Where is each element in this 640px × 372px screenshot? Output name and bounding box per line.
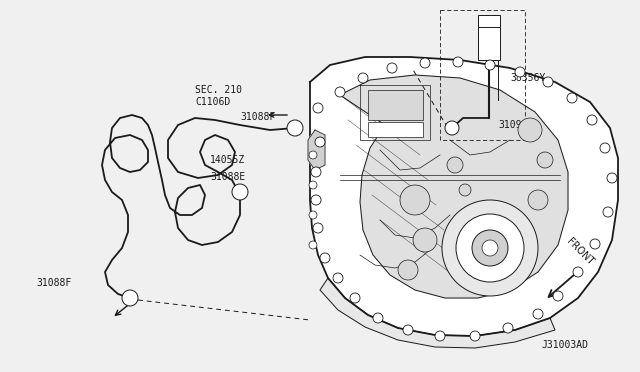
Circle shape <box>459 184 471 196</box>
Circle shape <box>482 240 498 256</box>
Text: 31088F: 31088F <box>240 112 275 122</box>
Circle shape <box>456 214 524 282</box>
Text: 31088E: 31088E <box>210 172 245 182</box>
Circle shape <box>311 167 321 177</box>
Circle shape <box>485 60 495 70</box>
Circle shape <box>435 331 445 341</box>
Circle shape <box>567 93 577 103</box>
Polygon shape <box>308 130 325 170</box>
Circle shape <box>503 323 513 333</box>
Polygon shape <box>320 278 555 348</box>
Circle shape <box>309 241 317 249</box>
Bar <box>368 122 423 137</box>
Circle shape <box>518 118 542 142</box>
Circle shape <box>333 273 343 283</box>
Circle shape <box>400 185 430 215</box>
Circle shape <box>528 190 548 210</box>
Circle shape <box>232 184 248 200</box>
Circle shape <box>600 143 610 153</box>
Circle shape <box>447 157 463 173</box>
Circle shape <box>309 181 317 189</box>
Circle shape <box>445 121 459 135</box>
Circle shape <box>470 331 480 341</box>
Circle shape <box>309 211 317 219</box>
Polygon shape <box>310 57 618 336</box>
Circle shape <box>515 67 525 77</box>
Circle shape <box>125 293 135 303</box>
Circle shape <box>543 77 553 87</box>
Text: J31003AD: J31003AD <box>541 340 589 350</box>
Circle shape <box>358 73 368 83</box>
Circle shape <box>335 87 345 97</box>
Circle shape <box>315 137 325 147</box>
Circle shape <box>573 267 583 277</box>
Circle shape <box>235 187 245 197</box>
Circle shape <box>448 124 456 132</box>
Circle shape <box>453 57 463 67</box>
Circle shape <box>373 313 383 323</box>
Circle shape <box>287 120 303 136</box>
Text: 38356Y: 38356Y <box>510 73 545 83</box>
Circle shape <box>537 152 553 168</box>
Circle shape <box>413 228 437 252</box>
Bar <box>478 15 500 27</box>
Text: 31088F: 31088F <box>36 278 72 288</box>
Text: 14055Z: 14055Z <box>210 155 245 165</box>
Circle shape <box>122 290 138 306</box>
Circle shape <box>290 123 300 133</box>
Bar <box>368 90 423 120</box>
Circle shape <box>533 309 543 319</box>
Bar <box>478 25 500 60</box>
Circle shape <box>398 260 418 280</box>
Circle shape <box>320 253 330 263</box>
Polygon shape <box>340 75 568 298</box>
Text: C1106D: C1106D <box>195 97 230 107</box>
Circle shape <box>311 195 321 205</box>
Circle shape <box>607 173 617 183</box>
Circle shape <box>313 103 323 113</box>
Circle shape <box>472 230 508 266</box>
Text: FRONT: FRONT <box>565 237 596 267</box>
Circle shape <box>350 293 360 303</box>
Circle shape <box>553 291 563 301</box>
Circle shape <box>442 200 538 296</box>
Circle shape <box>587 115 597 125</box>
Circle shape <box>313 223 323 233</box>
Circle shape <box>420 58 430 68</box>
Text: SEC. 210: SEC. 210 <box>195 85 242 95</box>
Circle shape <box>603 207 613 217</box>
Circle shape <box>590 239 600 249</box>
Circle shape <box>387 63 397 73</box>
Circle shape <box>309 151 317 159</box>
Circle shape <box>403 325 413 335</box>
Text: 31098Z: 31098Z <box>498 120 533 130</box>
